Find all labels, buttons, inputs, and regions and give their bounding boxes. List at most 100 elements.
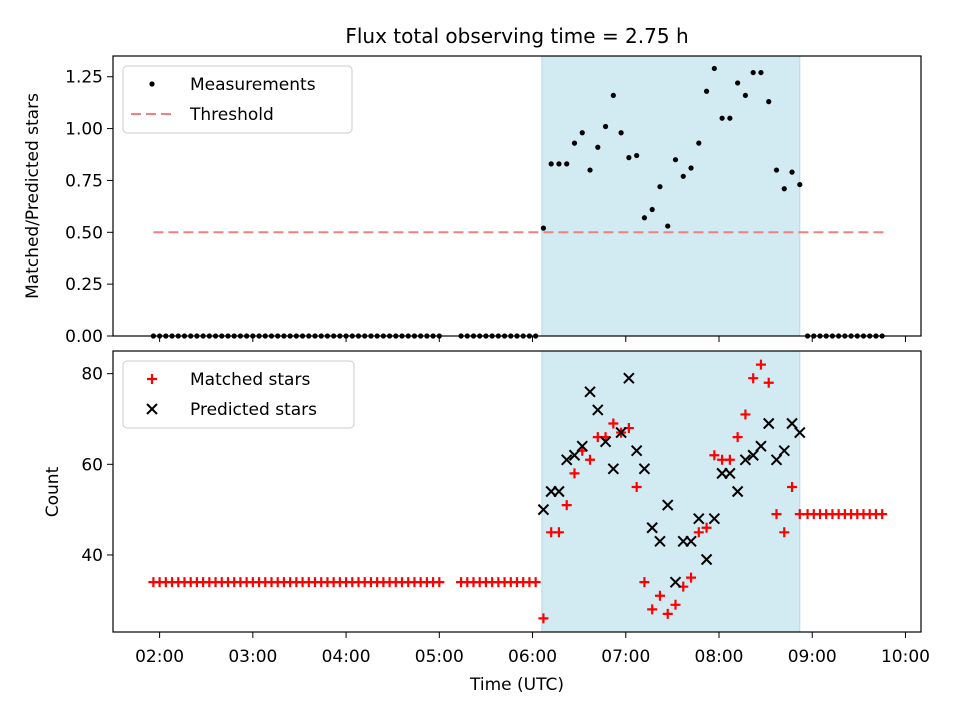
top-shaded-region [541, 55, 801, 337]
legend-predicted-stars: Predicted stars [190, 400, 317, 420]
matched-star-point [585, 454, 596, 465]
matched-star-point [530, 577, 541, 588]
bottom-legend-box [122, 360, 355, 429]
bottom-x-ticks: 02:00 03:00 04:00 05:00 06:00 07:00 08:00 09:00… [135, 632, 930, 667]
bottom-y-tick-label: 40 [81, 546, 103, 566]
measurement-point [711, 65, 717, 72]
legend-threshold: Threshold [189, 105, 274, 125]
matched-star-point [709, 450, 720, 461]
matched-star-point [686, 572, 697, 583]
bottom-axes-frame [112, 350, 922, 633]
measurement-point [540, 225, 547, 231]
x-tick-label: 03:00 [228, 647, 277, 667]
matched-star-point [732, 432, 743, 443]
predicted-star-point [537, 503, 550, 516]
matched-star-point [434, 577, 445, 588]
predicted-stars-points [537, 372, 806, 588]
measurement-point [634, 152, 640, 159]
measurement-point [556, 161, 562, 167]
predicted-star-point [662, 499, 674, 511]
predicted-star-point [669, 576, 682, 588]
predicted-star-point [708, 512, 721, 525]
measurement-point [548, 161, 554, 167]
measurement-point [657, 184, 663, 190]
x-tick-label: 10:00 [881, 647, 930, 667]
measurement-point [680, 173, 686, 179]
bottom-y-axis-label: Count [43, 466, 63, 517]
measurement-point [719, 115, 725, 121]
predicted-star-point [724, 467, 736, 480]
predicted-star-point [568, 449, 581, 461]
predicted-star-point [654, 535, 666, 548]
x-tick-label: 09:00 [788, 647, 837, 667]
measurement-point [641, 215, 648, 221]
x-tick-label: 02:00 [135, 647, 184, 667]
matched-star-point [647, 604, 658, 615]
measurement-point [579, 130, 585, 136]
bottom-y-tick-label: 60 [81, 455, 103, 475]
top-legend: Measurements Threshold [122, 65, 353, 134]
predicted-star-point [592, 404, 604, 416]
predicted-star-point [576, 440, 588, 452]
top-y-ticks: 0.00 0.25 0.50 0.75 1.00 1.25 [65, 68, 113, 347]
predicted-star-point [607, 463, 620, 475]
matched-star-point [787, 481, 798, 492]
measurement-point [789, 169, 795, 175]
measurement-point [750, 69, 756, 76]
measurements-legend-marker [149, 81, 155, 87]
predicted-star-point [638, 463, 651, 475]
bottom-legend: Matched stars Predicted stars [122, 360, 355, 429]
top-axes-frame [112, 55, 922, 337]
matched-star-point [608, 418, 619, 429]
top-y-tick-label: 0.75 [65, 171, 103, 191]
measurement-point [602, 123, 609, 130]
predicted-star-point [786, 417, 798, 430]
bottom-y-tick-label: 80 [81, 365, 103, 385]
measurement-point [797, 181, 803, 188]
matched-star-point [763, 377, 774, 388]
measurement-point [735, 80, 741, 86]
measurement-point [672, 157, 679, 163]
bottom-shaded-region [541, 350, 801, 633]
x-tick-label: 06:00 [508, 647, 557, 667]
predicted-star-point [763, 417, 775, 430]
matched-star-point [779, 527, 790, 538]
predicted-star-point [615, 426, 627, 439]
top-y-tick-label: 1.25 [65, 68, 103, 88]
predicted-star-point [561, 454, 573, 466]
matched-star-point [748, 373, 759, 384]
measurement-point [781, 186, 787, 192]
matched-stars-legend-marker [147, 374, 157, 384]
top-y-axis-label: Matched/Predicted stars [23, 93, 43, 299]
matched-star-point [670, 599, 681, 610]
matched-star-point [724, 454, 735, 465]
matched-star-point [701, 522, 712, 533]
top-y-tick-label: 0.25 [65, 275, 103, 295]
matched-star-point [877, 509, 888, 520]
top-panel: 0.00 0.25 0.50 0.75 1.00 1.25 Matched/Predict… [23, 55, 922, 347]
matched-star-point [755, 359, 766, 370]
legend-matched-stars: Matched stars [190, 370, 310, 390]
predicted-star-point [685, 535, 697, 548]
measurement-point [595, 144, 601, 150]
matched-star-point [561, 500, 572, 511]
matched-stars-points [148, 359, 888, 624]
predicted-star-point [553, 485, 565, 498]
predicted-stars-legend-marker [146, 403, 158, 415]
measurement-point [688, 165, 694, 171]
matched-star-point [662, 608, 673, 619]
bottom-y-ticks: 40 60 80 [81, 365, 113, 566]
top-legend-box [122, 65, 353, 134]
predicted-star-point [731, 485, 744, 498]
predicted-star-point [599, 435, 612, 448]
matched-star-point [553, 527, 564, 538]
measurement-point [773, 167, 780, 173]
predicted-star-point [630, 445, 643, 457]
top-y-tick-label: 1.00 [65, 120, 103, 140]
x-tick-label: 05:00 [415, 647, 464, 667]
top-y-tick-label: 0.00 [65, 327, 103, 347]
predicted-star-point [646, 522, 658, 534]
predicted-star-point [770, 454, 783, 466]
legend-measurements: Measurements [190, 75, 316, 95]
